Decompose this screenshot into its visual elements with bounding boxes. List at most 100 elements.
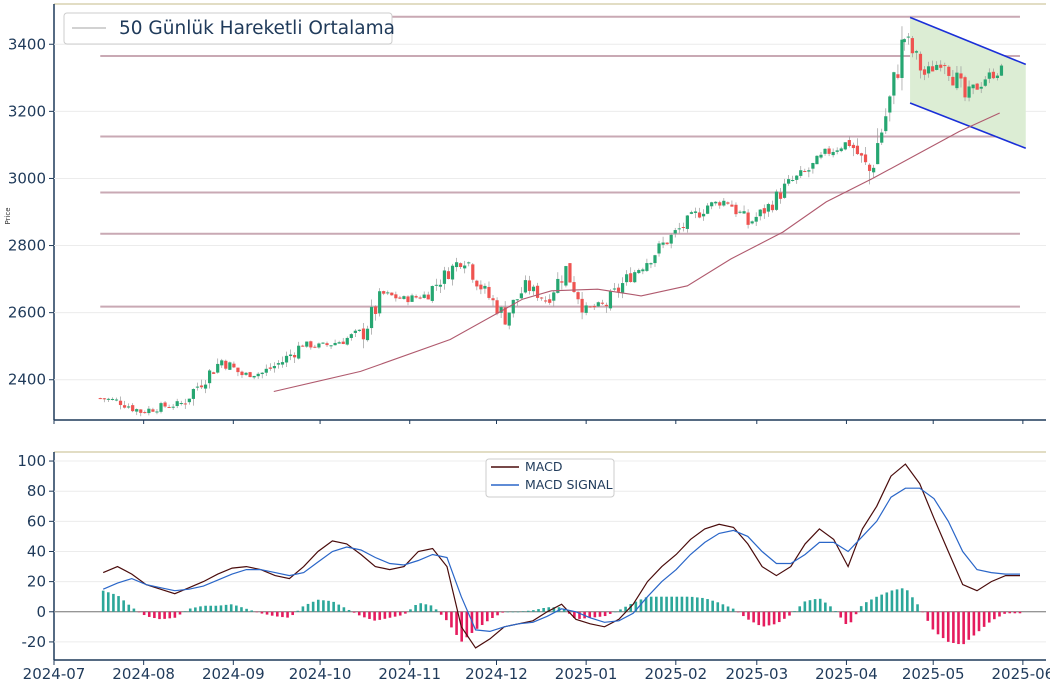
candle-body — [620, 283, 625, 293]
candle-body — [633, 272, 637, 283]
macd-histogram-bar — [562, 609, 566, 612]
macd-histogram-bar — [818, 598, 822, 612]
macd-histogram-bar — [480, 611, 484, 626]
macd-histogram-bar — [941, 611, 945, 639]
channel-fill — [910, 17, 1026, 149]
macd-histogram-bar — [706, 599, 709, 612]
candle-body — [503, 307, 507, 325]
macd-histogram-bar — [194, 607, 197, 612]
macd-x-tick-label: 2025-04 — [815, 665, 878, 683]
macd-histogram-bar — [352, 611, 356, 613]
candle-body — [669, 234, 673, 244]
candle-body — [454, 262, 459, 268]
macd-histogram-bar — [1003, 611, 1006, 614]
candle-body — [276, 363, 281, 365]
candle-body — [369, 306, 374, 329]
candle-body — [823, 148, 827, 154]
candle-body — [588, 306, 592, 308]
candle-body — [353, 330, 357, 333]
candle-body — [491, 298, 495, 301]
macd-histogram-bar — [414, 605, 417, 612]
macd-histogram-bar — [870, 599, 873, 612]
candle-body — [337, 342, 341, 344]
macd-histogram-bar — [573, 611, 576, 619]
candle-body — [248, 372, 252, 378]
candle-body — [637, 270, 641, 274]
candle-body — [815, 155, 819, 165]
candle-body — [216, 363, 220, 373]
legend-signal-label: MACD SIGNAL — [525, 477, 613, 492]
candle-body — [406, 296, 410, 303]
macd-histogram-bar — [742, 611, 745, 617]
candle-body — [766, 204, 770, 212]
candle-body — [922, 69, 927, 75]
candle-body — [999, 65, 1004, 76]
candle-body — [742, 211, 746, 214]
macd-histogram-bar — [962, 611, 965, 645]
candle-body — [147, 408, 151, 414]
candle-body — [604, 304, 608, 307]
candle-body — [212, 372, 216, 374]
macd-histogram-bar — [142, 611, 146, 616]
macd-histogram-bar — [926, 611, 930, 621]
macd-histogram-bar — [916, 604, 919, 612]
macd-x-tick-label: 2024-08 — [112, 665, 175, 683]
candle-body — [859, 153, 864, 156]
macd-histogram-bar — [670, 596, 673, 612]
candle-body — [268, 367, 272, 369]
macd-histogram-bar — [378, 611, 382, 620]
candle-body — [475, 280, 479, 287]
macd-histogram-bar — [250, 610, 253, 612]
candle-body — [641, 269, 645, 272]
candle-body — [629, 273, 633, 282]
macd-histogram-bar — [199, 606, 202, 612]
candle-body — [236, 367, 240, 373]
candle-body — [179, 403, 183, 405]
candle-body — [722, 200, 726, 206]
candle-body — [673, 230, 677, 234]
candle-body — [155, 411, 159, 413]
macd-histogram-bar — [322, 600, 325, 612]
macd-histogram-bar — [685, 596, 689, 612]
macd-x-tick-label: 2025-05 — [902, 665, 965, 683]
candle-body — [402, 296, 406, 299]
candle-body — [175, 401, 179, 407]
candle-body — [914, 51, 919, 53]
candle-body — [851, 144, 855, 149]
candle-body — [706, 205, 710, 214]
candle-body — [831, 151, 835, 156]
candle-body — [479, 284, 483, 290]
candle-body — [612, 288, 617, 290]
candle-body — [758, 209, 762, 217]
candle-body — [187, 398, 191, 403]
macd-histogram-bar — [690, 596, 694, 612]
macd-histogram-bar — [357, 611, 361, 616]
macd-histogram-bar — [716, 602, 720, 612]
candle-body — [459, 263, 463, 268]
candle-body — [947, 66, 951, 76]
macd-histogram-bar — [516, 611, 520, 613]
candle-body — [260, 372, 264, 375]
macd-x-tick-label: 2024-09 — [202, 665, 265, 683]
candle-body — [983, 79, 987, 86]
channel-lower-line — [909, 102, 1027, 150]
candle-body — [293, 354, 297, 358]
candle-body — [762, 208, 766, 214]
macd-x-tick-label: 2025-03 — [725, 665, 788, 683]
macd-histogram-bar — [286, 611, 289, 618]
candle-body — [746, 212, 750, 225]
macd-histogram-bar — [229, 604, 233, 612]
macd-y-tick-label: -20 — [22, 633, 47, 651]
candle-body — [693, 211, 698, 213]
macd-y-tick-label: 60 — [27, 512, 46, 530]
macd-histogram-bar — [649, 596, 653, 612]
price-y-tick-label: 2600 — [8, 304, 46, 322]
candle-body — [902, 39, 906, 43]
macd-histogram-bar — [987, 611, 991, 623]
candle-body — [995, 75, 1000, 78]
candle-body — [382, 291, 386, 294]
candle-body — [726, 202, 730, 204]
macd-histogram-bar — [347, 609, 351, 612]
candle-body — [122, 405, 127, 408]
macd-histogram-bar — [127, 604, 131, 612]
